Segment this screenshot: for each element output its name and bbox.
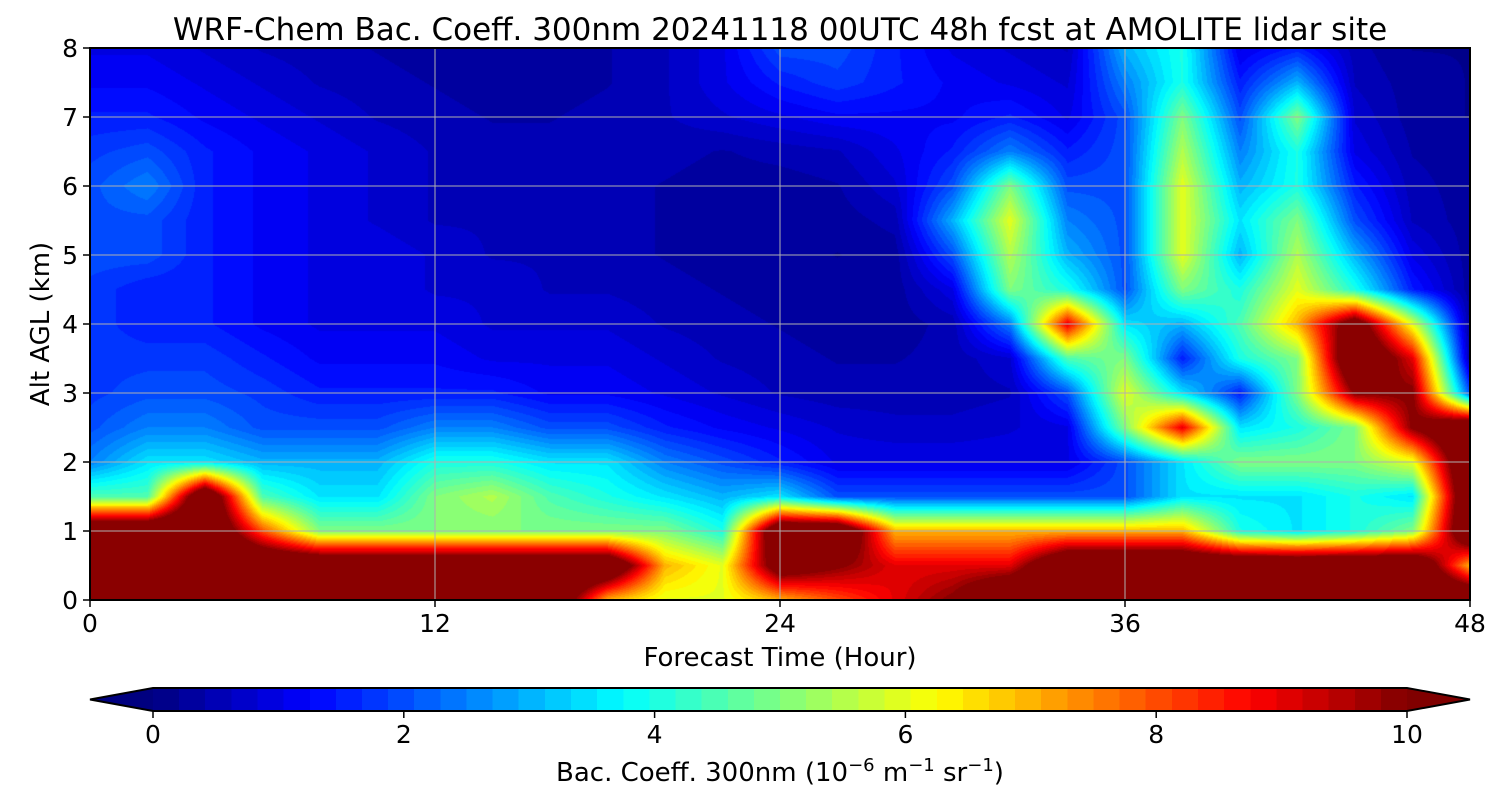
y-tick-label: 7 [62, 103, 78, 132]
x-axis: 0 12 24 36 48 [82, 600, 1486, 638]
y-axis: 0 1 2 3 4 5 6 7 8 [62, 34, 90, 615]
y-tick-label: 0 [62, 586, 78, 615]
x-tick-label: 48 [1454, 609, 1486, 638]
colorbar-body [153, 688, 1407, 711]
x-axis-label: Forecast Time (Hour) [643, 643, 916, 673]
y-tick-label: 3 [62, 379, 78, 408]
y-tick-label: 8 [62, 34, 78, 63]
colorbar-extend-low [90, 688, 153, 711]
y-tick-label: 4 [62, 310, 78, 339]
y-axis-label: Alt AGL (km) [26, 242, 56, 406]
colorbar-label-suffix: ) [994, 758, 1004, 788]
y-tick-label: 1 [62, 517, 78, 546]
colorbar-tick-label: 4 [647, 720, 663, 749]
colorbar-extend-high [1407, 688, 1470, 711]
colorbar-label-mid2: sr [935, 758, 968, 788]
colorbar: 0 2 4 6 8 10 Bac. Coeff. 300nm (10−6 m−1 sr−1… [89, 687, 1471, 789]
colorbar-ticks: 0 2 4 6 8 10 [145, 711, 1423, 749]
plot-area [89, 47, 1471, 601]
x-tick-label: 12 [419, 609, 451, 638]
y-tick-label: 5 [62, 241, 78, 270]
colorbar-label-exp2: −1 [908, 755, 935, 776]
colorbar-tick-label: 8 [1148, 720, 1164, 749]
x-tick-label: 0 [82, 609, 98, 638]
colorbar-tick-label: 6 [897, 720, 913, 749]
colorbar-label-prefix: Bac. Coeff. 300nm (10 [556, 758, 848, 788]
colorbar-label: Bac. Coeff. 300nm (10−6 m−1 sr−1) [556, 755, 1004, 789]
y-tick-label: 2 [62, 448, 78, 477]
chart-title: WRF-Chem Bac. Coeff. 300nm 20241118 00UT… [173, 12, 1387, 48]
colorbar-tick-label: 10 [1391, 720, 1423, 749]
colorbar-label-exp3: −1 [967, 755, 994, 776]
x-tick-label: 24 [764, 609, 796, 638]
colorbar-tick-label: 0 [145, 720, 161, 749]
colorbar-label-mid1: m [875, 758, 909, 788]
y-tick-label: 6 [62, 172, 78, 201]
colorbar-label-exp1: −6 [848, 755, 875, 776]
colorbar-tick-label: 2 [396, 720, 412, 749]
x-tick-label: 36 [1109, 609, 1141, 638]
